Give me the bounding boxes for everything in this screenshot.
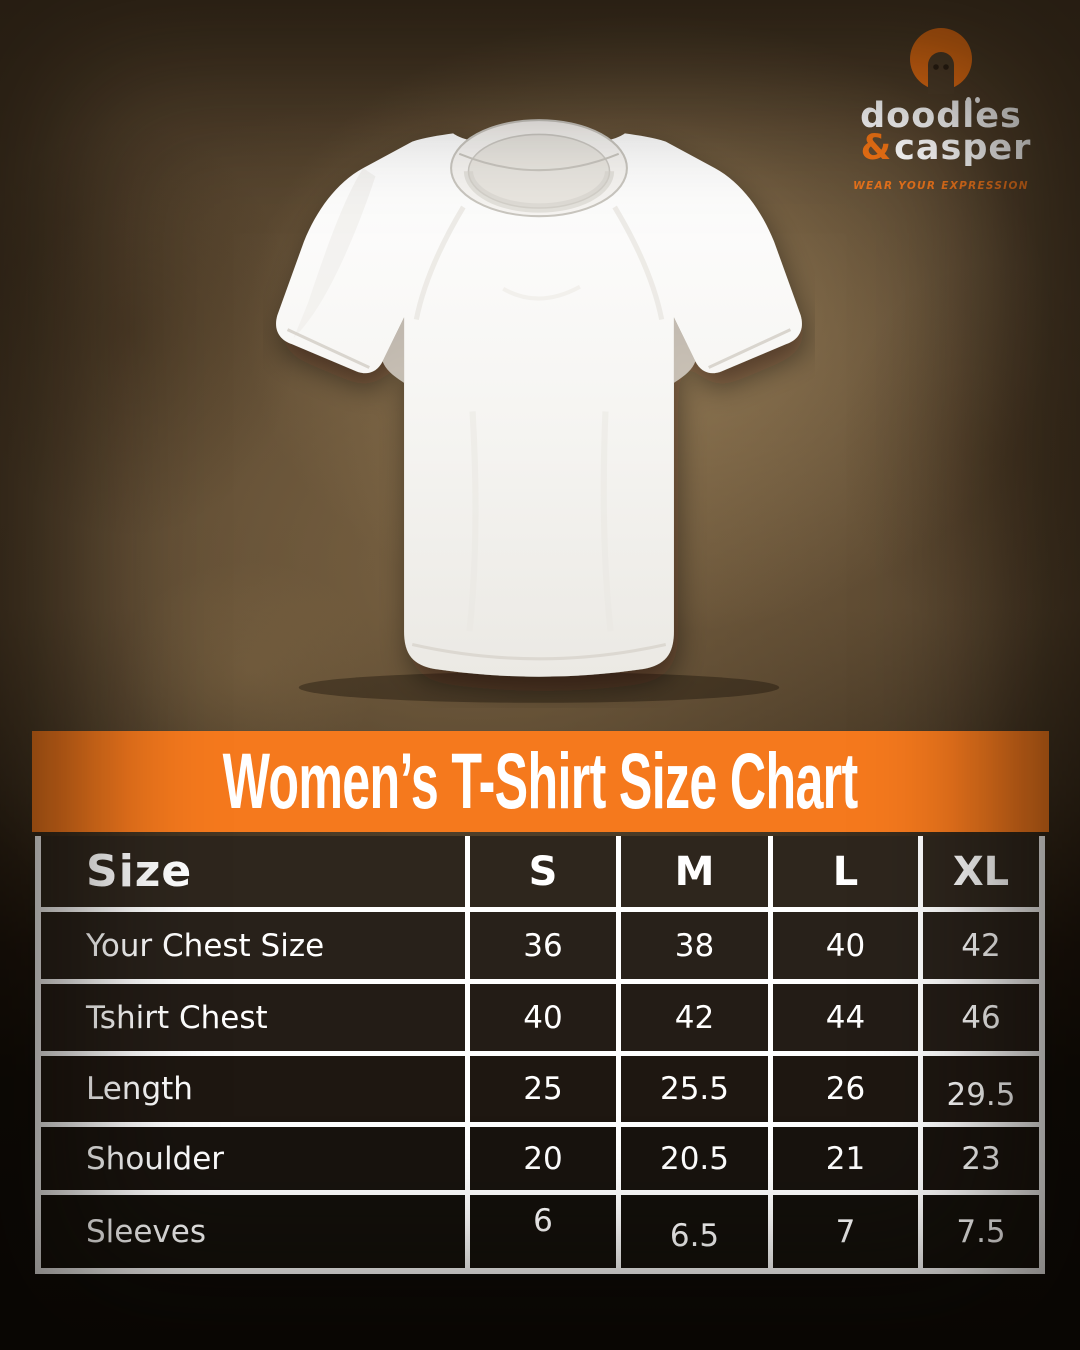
table-cell: 20.5 [621,1127,768,1190]
title-banner: Women’s T-Shirt Size Chart [32,731,1049,832]
table-cell: 25.5 [621,1056,768,1122]
row-label: Tshirt Chest [41,984,465,1051]
table-cell: 46 [923,984,1039,1051]
brand-ampersand: & [860,128,893,169]
table-cell: 38 [621,912,768,979]
row-label: Shoulder [41,1127,465,1190]
table-cell: 42 [621,984,768,1051]
white-tshirt-image [276,119,802,703]
table-cell: 44 [773,984,918,1051]
column-header-m: M [621,836,768,907]
table-cell: 29.5 [923,1056,1039,1122]
brand-logo: doodles &casper WEAR YOUR EXPRESSION [834,28,1048,192]
table-cell: 36 [470,912,616,979]
row-label: Sleeves [41,1195,465,1268]
column-header-xl: XL [923,836,1039,907]
brand-tagline: WEAR YOUR EXPRESSION [853,180,1029,193]
brand-name-line1: doodles [860,96,1022,136]
brand-name-line2: casper [894,128,1032,169]
row-label: Your Chest Size [41,912,465,979]
background-texture [0,120,300,540]
column-header-s: S [470,836,616,907]
table-cell: 21 [773,1127,918,1190]
table-cell: 6 [470,1195,616,1268]
table-cell: 20 [470,1127,616,1190]
row-label: Length [41,1056,465,1122]
table-cell: 40 [773,912,918,979]
letter-dots [966,97,984,103]
ghost-in-circle-icon [910,28,972,94]
table-cell: 26 [773,1056,918,1122]
column-header-l: L [773,836,918,907]
size-chart-table: Size S M L XL Your Chest Size 36 38 40 4… [35,836,1045,1274]
table-cell: 7.5 [923,1195,1039,1268]
column-header-size: Size [41,836,465,907]
table-cell: 6.5 [621,1195,768,1268]
table-cell: 25 [470,1056,616,1122]
background-texture [840,260,1080,640]
table-cell: 7 [773,1195,918,1268]
table-cell: 40 [470,984,616,1051]
table-cell: 42 [923,912,1039,979]
table-cell: 23 [923,1127,1039,1190]
brand-wordmark: doodles &casper [834,97,1048,166]
page-title: Women’s T-Shirt Size Chart [222,737,859,826]
